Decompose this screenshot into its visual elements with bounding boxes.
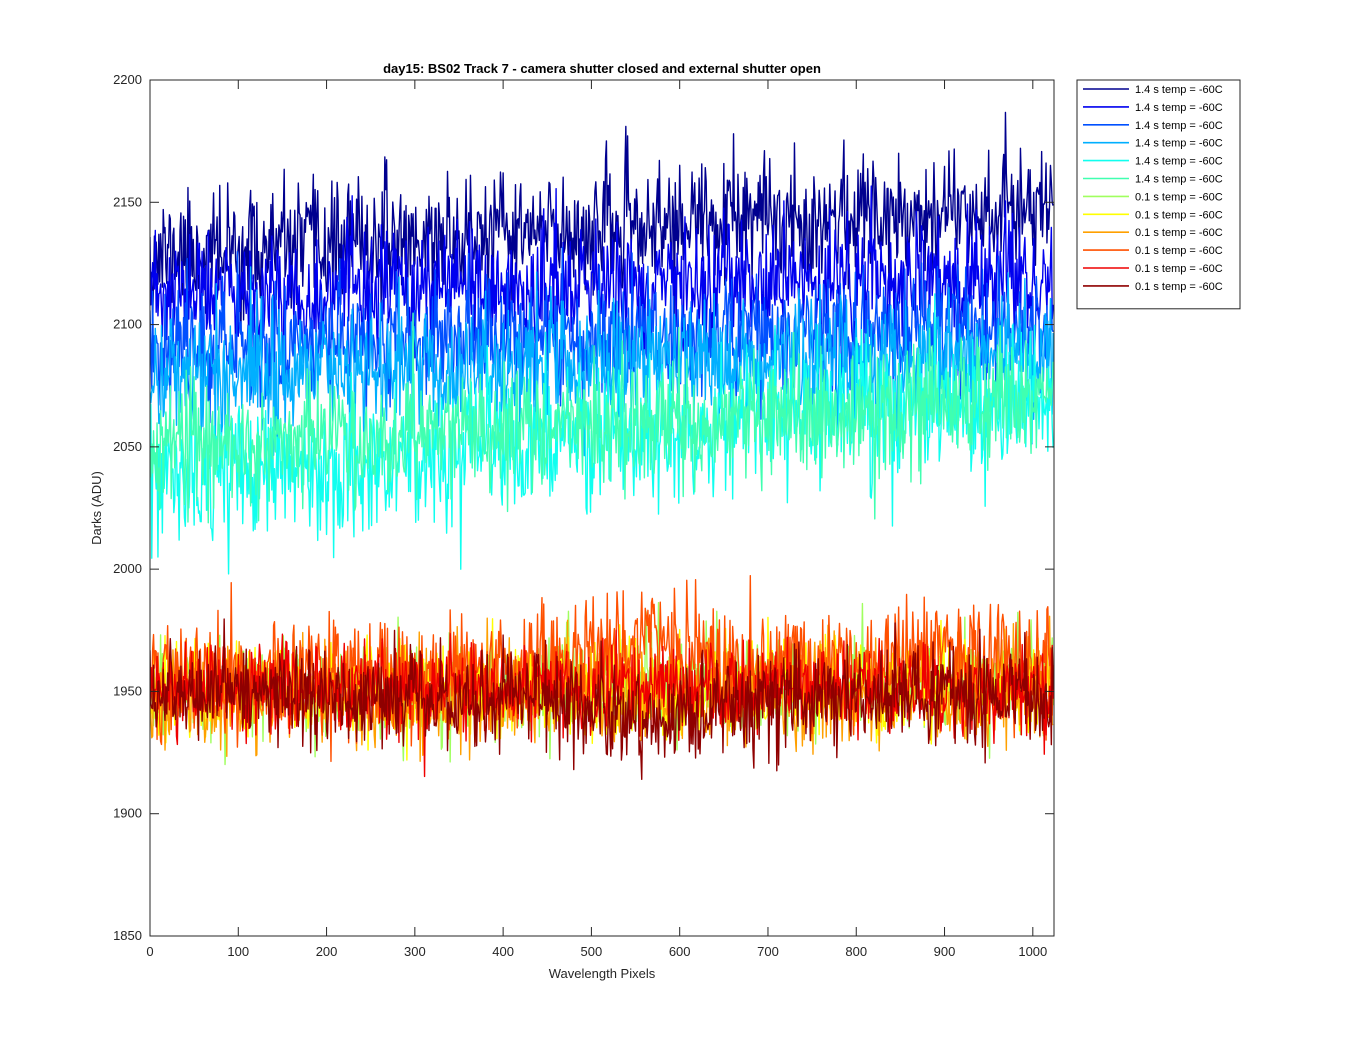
legend-label-6: 1.4 s temp = -60C bbox=[1135, 174, 1223, 186]
x-axis: 0 100 200 300 400 500 600 700 800 900 1000 bbox=[146, 80, 1047, 959]
legend-label-10: 0.1 s temp = -60C bbox=[1135, 245, 1223, 257]
x-tick-label: 100 bbox=[227, 944, 249, 959]
x-tick-label: 0 bbox=[146, 944, 153, 959]
x-tick-label: 800 bbox=[845, 944, 867, 959]
legend: 1.4 s temp = -60C 1.4 s temp = -60C 1.4 s … bbox=[1076, 79, 1241, 310]
chart-title: day15: BS02 Track 7 - camera shutter clo… bbox=[383, 61, 821, 76]
legend-label-9: 0.1 s temp = -60C bbox=[1135, 227, 1223, 239]
legend-label-7: 0.1 s temp = -60C bbox=[1135, 191, 1223, 203]
x-tick-label: 900 bbox=[934, 944, 956, 959]
y-axis: 1850 1900 1950 2000 2050 2100 2150 2200 bbox=[113, 72, 1054, 943]
x-tick-label: 400 bbox=[492, 944, 514, 959]
x-tick-label: 1000 bbox=[1018, 944, 1047, 959]
y-tick-label: 2200 bbox=[113, 72, 142, 87]
legend-label-4: 1.4 s temp = -60C bbox=[1135, 138, 1223, 150]
axes-box bbox=[149, 79, 1055, 937]
legend-label-1: 1.4 s temp = -60C bbox=[1135, 84, 1223, 96]
series-line-10 bbox=[150, 574, 1054, 763]
legend-label-12: 0.1 s temp = -60C bbox=[1135, 281, 1223, 293]
x-tick-label: 600 bbox=[669, 944, 691, 959]
y-tick-label: 1900 bbox=[113, 806, 142, 821]
x-axis-label: Wavelength Pixels bbox=[549, 966, 656, 981]
series-line-4 bbox=[150, 266, 1054, 479]
legend-box bbox=[1076, 79, 1241, 310]
x-tick-label: 500 bbox=[581, 944, 603, 959]
y-tick-label: 2150 bbox=[113, 194, 142, 209]
legend-label-2: 1.4 s temp = -60C bbox=[1135, 102, 1223, 114]
legend-label-3: 1.4 s temp = -60C bbox=[1135, 120, 1223, 132]
series-line-1 bbox=[150, 111, 1054, 335]
y-axis-label: Darks (ADU) bbox=[89, 471, 104, 545]
legend-label-11: 0.1 s temp = -60C bbox=[1135, 263, 1223, 275]
y-tick-label: 2000 bbox=[113, 561, 142, 576]
x-tick-label: 200 bbox=[316, 944, 338, 959]
y-tick-label: 2050 bbox=[113, 439, 142, 454]
series-line-6 bbox=[150, 312, 1054, 524]
x-tick-label: 700 bbox=[757, 944, 779, 959]
y-tick-label: 1950 bbox=[113, 683, 142, 698]
series-line-2 bbox=[150, 185, 1054, 373]
x-tick-label: 300 bbox=[404, 944, 426, 959]
y-tick-label: 1850 bbox=[113, 928, 142, 943]
legend-label-5: 1.4 s temp = -60C bbox=[1135, 156, 1223, 168]
legend-label-8: 0.1 s temp = -60C bbox=[1135, 209, 1223, 221]
y-tick-label: 2100 bbox=[113, 317, 142, 332]
plot-area bbox=[150, 111, 1054, 781]
series-line-12 bbox=[150, 618, 1054, 781]
